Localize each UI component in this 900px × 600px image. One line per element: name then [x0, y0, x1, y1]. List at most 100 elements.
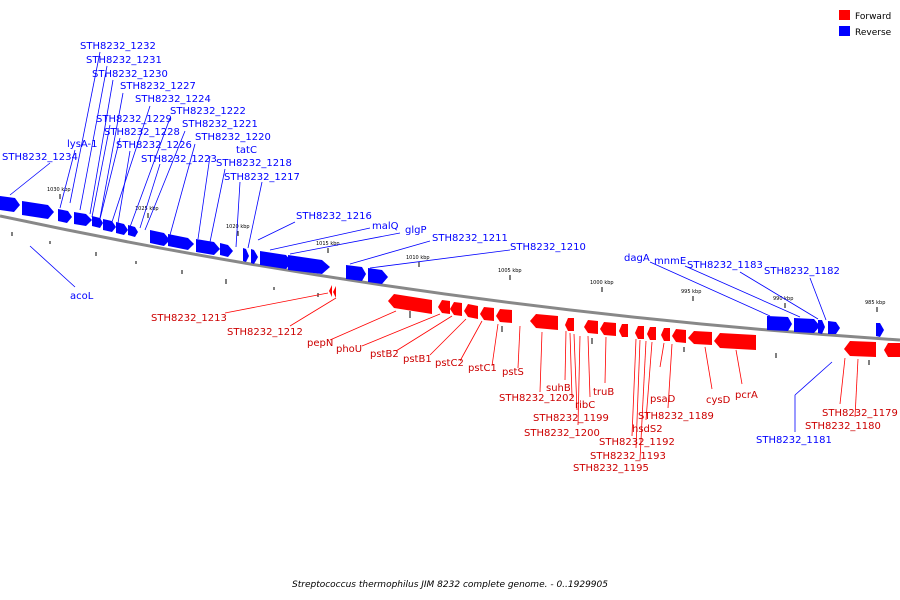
gene-arrow[interactable] — [647, 327, 656, 340]
gene-arrow[interactable] — [388, 294, 432, 314]
gene-arrow[interactable] — [116, 222, 128, 235]
gene-label[interactable]: malQ — [372, 221, 399, 232]
gene-label[interactable]: pstC1 — [468, 363, 497, 374]
gene-label[interactable]: glgP — [405, 225, 427, 236]
gene-arrow[interactable] — [794, 318, 820, 333]
gene-label[interactable]: lysA-1 — [67, 139, 98, 150]
gene-label[interactable]: STH8232_1211 — [432, 233, 508, 244]
gene-label[interactable]: acoL — [70, 291, 94, 302]
gene-label[interactable]: STH8232_1231 — [86, 55, 162, 66]
gene-arrow[interactable] — [74, 212, 92, 226]
gene-arrow[interactable] — [818, 320, 825, 334]
gene-label[interactable]: suhB — [546, 383, 571, 394]
gene-arrow[interactable] — [368, 268, 388, 284]
gene-arrow[interactable] — [584, 320, 598, 334]
gene-arrow[interactable] — [688, 331, 712, 345]
gene-label[interactable]: pepN — [307, 338, 333, 349]
gene-arrow[interactable] — [0, 196, 20, 212]
gene-arrow[interactable] — [600, 322, 616, 336]
gene-label[interactable]: STH8232_1217 — [224, 172, 300, 183]
gene-arrow[interactable] — [22, 201, 54, 219]
gene-arrow[interactable] — [260, 251, 292, 269]
gene-arrow[interactable] — [243, 248, 249, 262]
gene-label[interactable]: STH8232_1183 — [687, 260, 763, 271]
gene-label[interactable]: STH8232_1232 — [80, 41, 156, 52]
gene-arrow[interactable] — [661, 328, 670, 341]
gene-label[interactable]: mnmE — [654, 256, 686, 267]
gene-label[interactable]: STH8232_1200 — [524, 428, 600, 439]
gene-arrow[interactable] — [530, 314, 558, 330]
gene-arrow[interactable] — [150, 230, 170, 246]
gene-arrow[interactable] — [128, 225, 138, 237]
gene-label[interactable]: cysD — [706, 395, 731, 406]
gene-label[interactable]: STH8232_1180 — [805, 421, 881, 432]
gene-arrow[interactable] — [565, 318, 574, 331]
gene-label[interactable]: STH8232_1195 — [573, 463, 649, 474]
gene-label[interactable]: STH8232_1228 — [104, 127, 180, 138]
gene-label[interactable]: truB — [593, 387, 614, 398]
gene-arrow[interactable] — [92, 216, 103, 228]
gene-label[interactable]: STH8232_1220 — [195, 132, 271, 143]
gene-label[interactable]: STH8232_1230 — [92, 69, 168, 80]
gene-label[interactable]: STH8232_1199 — [533, 413, 609, 424]
gene-arrow[interactable] — [346, 265, 366, 281]
gene-arrow[interactable] — [220, 243, 233, 257]
gene-arrow[interactable] — [876, 323, 884, 337]
gene-label[interactable]: pstS — [502, 367, 524, 378]
gene-label[interactable]: STH8232_1179 — [822, 408, 898, 419]
gene-arrow[interactable] — [438, 300, 450, 314]
gene-label[interactable]: STH8232_1182 — [764, 266, 840, 277]
gene-arrow[interactable] — [464, 304, 478, 319]
gene-label[interactable]: pstC2 — [435, 358, 464, 369]
gene-label[interactable]: phoU — [336, 344, 362, 355]
gene-label[interactable]: STH8232_1202 — [499, 393, 575, 404]
gene-arrow[interactable] — [103, 219, 116, 232]
forward-genes — [329, 285, 900, 357]
gene-arrow[interactable] — [844, 341, 876, 357]
gene-arrow[interactable] — [619, 324, 628, 337]
gene-label[interactable]: STH8232_1192 — [599, 437, 675, 448]
gene-arrow[interactable] — [635, 326, 644, 339]
gene-label[interactable]: pstB1 — [403, 354, 432, 365]
gene-arrow[interactable] — [672, 329, 686, 343]
gene-label[interactable]: STH8232_1227 — [120, 81, 196, 92]
gene-arrow[interactable] — [480, 307, 494, 321]
gene-label[interactable]: STH8232_1189 — [638, 411, 714, 422]
gene-arrow[interactable] — [288, 255, 330, 274]
gene-label[interactable]: STH8232_1210 — [510, 242, 586, 253]
gene-arrow[interactable] — [196, 239, 220, 255]
gene-arrow[interactable] — [714, 333, 756, 350]
gene-label[interactable]: STH8232_1226 — [116, 140, 192, 151]
gene-arrow[interactable] — [168, 234, 194, 250]
gene-label[interactable]: STH8232_1181 — [756, 435, 832, 446]
gene-arrow[interactable] — [251, 249, 258, 264]
gene-label[interactable]: tatC — [236, 145, 257, 156]
gene-arrow[interactable] — [329, 285, 332, 297]
gene-label[interactable]: ribC — [575, 400, 595, 411]
gene-arrow[interactable] — [767, 316, 792, 331]
gene-label[interactable]: psaD — [650, 394, 676, 405]
gene-label[interactable]: STH8232_1213 — [151, 313, 227, 324]
legend-label-reverse: Reverse — [855, 28, 892, 38]
gene-label[interactable]: STH8232_1223 — [141, 154, 217, 165]
gene-arrow[interactable] — [58, 209, 72, 223]
gene-label[interactable]: STH8232_1222 — [170, 106, 246, 117]
gene-label[interactable]: hsdS2 — [632, 424, 663, 435]
gene-label[interactable]: STH8232_1224 — [135, 94, 211, 105]
gene-arrow[interactable] — [450, 302, 462, 316]
gene-label[interactable]: STH8232_1218 — [216, 158, 292, 169]
gene-label[interactable]: STH8232_1221 — [182, 119, 258, 130]
gene-arrow[interactable] — [496, 309, 512, 323]
gene-label[interactable]: STH8232_1229 — [96, 114, 172, 125]
gene-label[interactable]: dagA — [624, 253, 650, 264]
gene-arrow[interactable] — [828, 321, 840, 334]
tick-label: 985 kbp — [865, 300, 885, 306]
gene-label[interactable]: STH8232_1234 — [2, 152, 78, 163]
gene-label[interactable]: STH8232_1193 — [590, 451, 666, 462]
gene-arrow[interactable] — [333, 286, 336, 298]
gene-label[interactable]: STH8232_1212 — [227, 327, 303, 338]
gene-arrow[interactable] — [884, 343, 900, 357]
gene-label[interactable]: pcrA — [735, 390, 758, 401]
gene-label[interactable]: pstB2 — [370, 349, 399, 360]
gene-label[interactable]: STH8232_1216 — [296, 211, 372, 222]
